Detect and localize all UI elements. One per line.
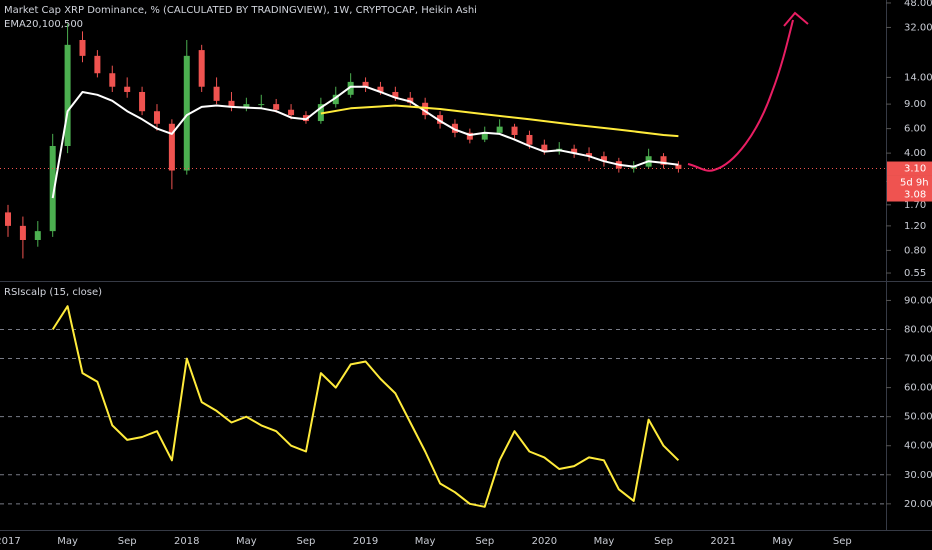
- y-tick-label: 9.00: [904, 99, 926, 110]
- candle-body: [183, 55, 190, 171]
- x-tick-label: 2018: [174, 536, 199, 547]
- candle-body: [124, 86, 131, 92]
- candle-body: [392, 91, 399, 98]
- y-tick-label: 50.00: [904, 412, 932, 423]
- last-price-label: 3.10: [904, 164, 926, 175]
- line-series: [51, 85, 679, 199]
- candle-body: [466, 132, 473, 140]
- x-tick-label: May: [772, 536, 793, 547]
- candle-body: [109, 73, 116, 87]
- y-tick-label: 30.00: [904, 470, 932, 481]
- x-tick-label: May: [594, 536, 615, 547]
- line-series: [51, 305, 680, 508]
- candle-body: [377, 86, 384, 92]
- y-tick-label: 0.55: [904, 268, 926, 279]
- y-tick-label: 1.20: [904, 221, 926, 232]
- candle-body: [64, 44, 71, 146]
- y-tick-label: 80.00: [904, 324, 932, 335]
- y-tick-label: 90.00: [904, 295, 932, 306]
- countdown-box: [887, 175, 932, 190]
- candle-body: [362, 81, 369, 87]
- candle-body: [258, 104, 265, 106]
- y-tick-label: 4.00: [904, 148, 926, 159]
- x-tick-label: Sep: [118, 536, 137, 547]
- candle-body: [288, 109, 295, 116]
- x-tick-label: 2017: [0, 536, 21, 547]
- y-tick-label: 60.00: [904, 383, 932, 394]
- x-tick-label: 2021: [710, 536, 735, 547]
- candle-body: [49, 145, 56, 232]
- candle-body: [586, 153, 593, 157]
- candle-body: [79, 39, 86, 56]
- x-tick-label: 2019: [353, 536, 378, 547]
- y-tick-label: 70.00: [904, 354, 932, 365]
- candle-body: [153, 111, 160, 124]
- candle-body: [332, 94, 339, 105]
- y-tick-label: 1.70: [904, 200, 926, 211]
- y-tick-label: 0.80: [904, 245, 926, 256]
- line-series: [320, 104, 679, 138]
- candle-body: [168, 123, 175, 171]
- y-tick-label: 32.00: [904, 22, 932, 33]
- y-tick-label: 20.00: [904, 499, 932, 510]
- x-tick-label: May: [415, 536, 436, 547]
- candle-body: [243, 104, 250, 108]
- candle-body: [34, 231, 41, 240]
- y-tick-label: 48.00: [904, 0, 932, 9]
- projection-arrowhead: [783, 11, 809, 27]
- rsi-legend: RSIscalp (15, close): [4, 287, 102, 298]
- x-tick-label: 2020: [532, 536, 557, 547]
- y-tick-label: 40.00: [904, 441, 932, 452]
- candle-body: [481, 132, 488, 140]
- candle-body: [198, 50, 205, 87]
- candle-body: [228, 100, 235, 108]
- x-tick-label: May: [57, 536, 78, 547]
- candle-body: [571, 148, 578, 154]
- candle-body: [526, 134, 533, 145]
- candle-body: [496, 126, 503, 133]
- x-tick-label: Sep: [654, 536, 673, 547]
- candle-body: [213, 86, 220, 101]
- x-tick-label: Sep: [475, 536, 494, 547]
- projection-curve: [687, 19, 794, 172]
- x-tick-label: Sep: [297, 536, 316, 547]
- candle-body: [675, 164, 682, 169]
- last-price-box: [887, 161, 932, 176]
- candle-body: [600, 156, 607, 162]
- candle-body: [437, 115, 444, 124]
- x-tick-label: May: [236, 536, 257, 547]
- candle-body: [660, 156, 667, 165]
- y-tick-label: 6.00: [904, 124, 926, 135]
- prev-close-label: 3.08: [904, 190, 926, 201]
- x-tick-label: Sep: [833, 536, 852, 547]
- candle-body: [451, 123, 458, 133]
- candle-body: [422, 102, 429, 116]
- y-tick-label: 14.00: [904, 72, 932, 83]
- candle-body: [541, 144, 548, 152]
- candle-body: [5, 212, 11, 226]
- candle-body: [347, 81, 354, 95]
- candle-body: [407, 97, 414, 103]
- prev-close-box: [887, 187, 932, 202]
- price-legend: Market Cap XRP Dominance, % (CALCULATED …: [4, 5, 477, 16]
- candle-body: [139, 91, 146, 112]
- candle-body: [19, 225, 26, 240]
- candle-body: [511, 126, 518, 135]
- candle-body: [273, 104, 280, 110]
- ema-legend: EMA20,100,500: [4, 19, 83, 30]
- candle-body: [94, 55, 101, 74]
- countdown-label: 5d 9h: [900, 178, 929, 189]
